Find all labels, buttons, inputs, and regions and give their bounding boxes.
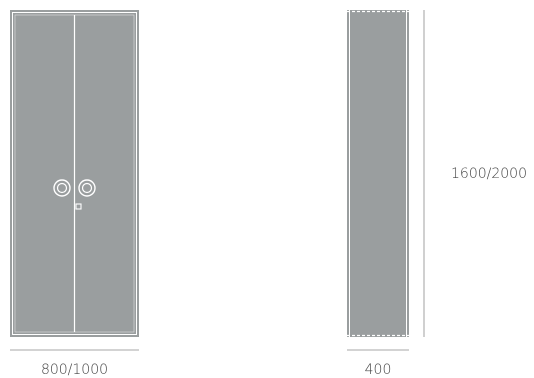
front-view [10, 10, 139, 337]
height-label: 1600/2000 [451, 166, 527, 182]
right-door-handle-icon [78, 179, 96, 197]
side-view [347, 10, 409, 337]
left-door-handle-icon [53, 179, 71, 197]
side-body [347, 10, 409, 337]
lock-icon [75, 203, 82, 210]
side-depth-label: 400 [365, 362, 392, 378]
front-width-label: 800/1000 [41, 362, 108, 378]
front-frame-outline [12, 12, 137, 335]
